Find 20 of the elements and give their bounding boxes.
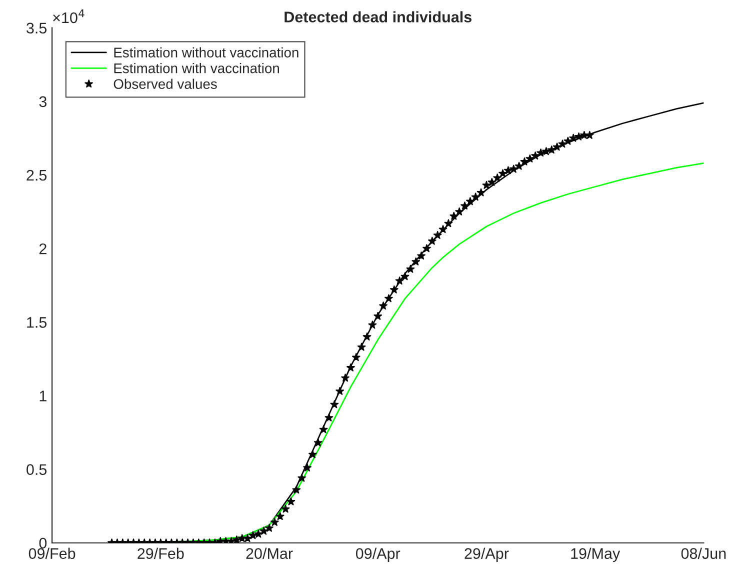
x-tick-label: 09/Feb [28,548,76,559]
legend-label: Estimation without vaccination [114,47,298,58]
x-tick-label: 29/Feb [138,548,184,559]
x-tick-label: 19/May [571,548,620,562]
y-tick-label: 3.5 [26,22,47,34]
y-tick-label: 1 [40,390,46,402]
x-tick-label: 20/Mar [246,548,293,559]
y-tick-label: 2 [39,243,46,254]
x-tick-label: 29/Apr [464,548,509,562]
y-tick-label: 1.5 [27,317,47,328]
y-tick-label: 0.5 [26,464,47,475]
legend-label: Estimation with vaccination [114,63,279,74]
y-tick-label: 3 [39,96,47,108]
chart-title: Detected dead individuals [284,11,472,22]
text: ×10$^{4}$ [53,9,84,24]
y-tick-label: 2.5 [26,170,47,181]
y-tick-label: 0 [39,538,47,549]
x-tick-label: 08/Jun [681,548,726,559]
x-tick-label: 09/Apr [356,548,400,562]
legend-label: Observed values [114,78,217,89]
